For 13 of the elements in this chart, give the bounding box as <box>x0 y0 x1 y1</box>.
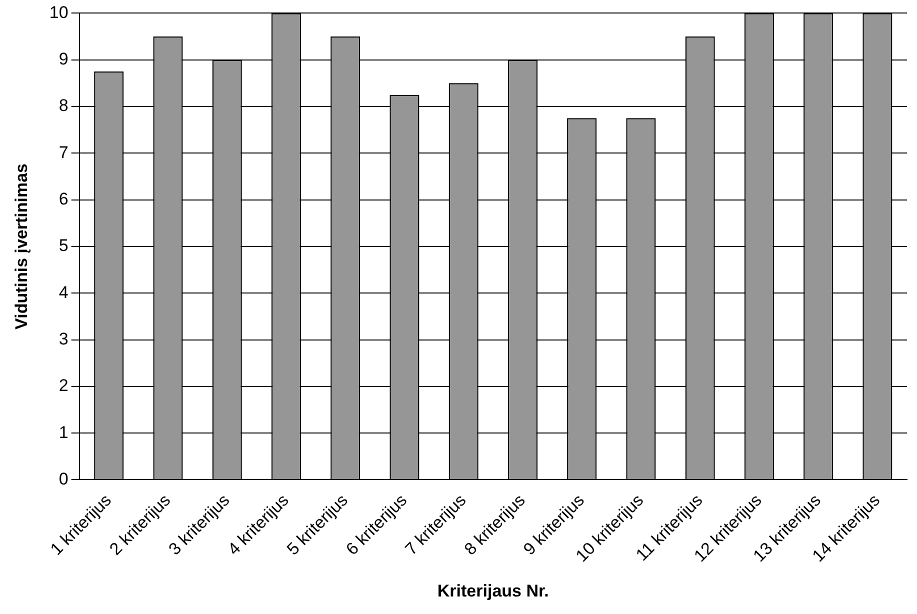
y-tick-label: 9 <box>58 50 68 69</box>
y-tick-label: 3 <box>58 329 68 348</box>
y-tick-label: 5 <box>58 236 68 256</box>
y-tick-label: 7 <box>58 142 68 162</box>
y-tick-label: 1 <box>58 422 68 442</box>
y-tick-label: 8 <box>58 96 68 116</box>
y-tick-label: 6 <box>58 189 68 208</box>
y-tick-label: 10 <box>49 2 68 22</box>
x-axis-title: Kriterijaus Nr. <box>437 581 549 600</box>
y-axis-title: Vidutinis įvertinimas <box>12 163 31 330</box>
y-tick-label: 2 <box>58 376 68 396</box>
y-tick-label: 4 <box>58 282 68 302</box>
y-tick-label: 0 <box>58 469 68 488</box>
